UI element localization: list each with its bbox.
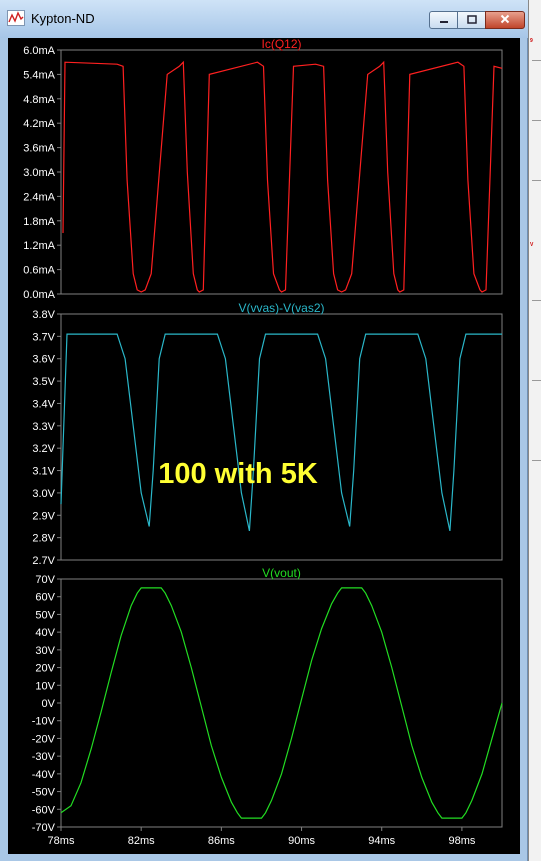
y-tick-label: 60V: [35, 592, 55, 604]
y-tick-label: 0V: [42, 698, 56, 710]
title-bar[interactable]: Kypton-ND: [0, 0, 528, 38]
y-tick-label: 3.3V: [32, 421, 55, 433]
background-window-edge: 9 V: [528, 0, 541, 861]
y-tick-label: 2.4mA: [23, 191, 55, 203]
y-tick-label: 3.0V: [32, 488, 55, 500]
y-tick-label: 30V: [35, 645, 55, 657]
y-tick-label: -70V: [32, 822, 56, 834]
y-tick-label: 10V: [35, 680, 55, 692]
y-tick-label: 4.8mA: [23, 94, 55, 106]
y-tick-label: 3.6V: [32, 354, 55, 366]
y-tick-label: 2.7V: [32, 555, 55, 567]
x-tick-label: 86ms: [208, 835, 235, 847]
y-tick-label: -50V: [32, 787, 56, 799]
y-tick-label: 2.9V: [32, 510, 55, 522]
trace-vvas-vas2[interactable]: [60, 333, 502, 532]
close-button[interactable]: [485, 11, 525, 29]
minimize-icon: [439, 11, 449, 29]
x-tick-label: 82ms: [128, 835, 155, 847]
chart-title-vout: V(vout): [262, 566, 301, 580]
y-tick-label: 0.6mA: [23, 265, 55, 277]
app-window: Kypton-ND Ic(Q12) 0.0mA 0.6mA 1.2mA 1.8mA 2.4…: [0, 0, 528, 861]
waveform-plots[interactable]: Ic(Q12) 0.0mA 0.6mA 1.2mA 1.8mA 2.4mA 3.0mA 3.6…: [8, 37, 520, 854]
chart-title-vvas-vas2: V(vvas)-V(vas2): [238, 301, 324, 315]
chart-title-ic-q12: Ic(Q12): [261, 38, 301, 51]
y-tick-label: 1.8mA: [23, 216, 55, 228]
y-tick-label: 3.8V: [32, 309, 55, 321]
y-tick-label: -30V: [32, 751, 56, 763]
y-tick-label: 50V: [35, 609, 55, 621]
y-tick-label: 5.4mA: [23, 69, 55, 81]
y-tick-label: 3.7V: [32, 331, 55, 343]
y-tick-label: -20V: [32, 733, 56, 745]
window-title: Kypton-ND: [31, 11, 95, 26]
y-tick-label: -40V: [32, 769, 56, 781]
y-tick-label: 1.2mA: [23, 240, 55, 252]
y-tick-label: 3.5V: [32, 376, 55, 388]
y-tick-label: 3.2V: [32, 443, 55, 455]
y-tick-label: 70V: [35, 574, 55, 586]
close-icon: [500, 11, 510, 29]
y-tick-label: 3.1V: [32, 466, 55, 478]
y-tick-label: 20V: [35, 663, 55, 675]
y-tick-label: 2.8V: [32, 533, 55, 545]
trace-vout[interactable]: [60, 587, 503, 819]
y-tick-label: 0.0mA: [23, 289, 55, 301]
y-tick-label: 3.0mA: [23, 167, 55, 179]
maximize-button[interactable]: [457, 11, 486, 29]
x-tick-label: 90ms: [288, 835, 315, 847]
x-tick-label: 94ms: [368, 835, 395, 847]
plot-frame-vvas-vas2: [60, 313, 503, 561]
trace-ic-q12[interactable]: [62, 60, 503, 293]
minimize-button[interactable]: [429, 11, 458, 29]
y-tick-label: -10V: [32, 716, 56, 728]
y-tick-label: 4.2mA: [23, 118, 55, 130]
y-tick-label: 40V: [35, 627, 55, 639]
maximize-icon: [466, 11, 477, 29]
x-tick-label: 98ms: [448, 835, 475, 847]
y-tick-label: 3.4V: [32, 398, 55, 410]
y-tick-label: -60V: [32, 804, 56, 816]
annotation-label: 100 with 5K: [158, 458, 318, 490]
waveform-plot-area[interactable]: Ic(Q12) 0.0mA 0.6mA 1.2mA 1.8mA 2.4mA 3.0mA 3.6…: [8, 37, 520, 854]
waveform-app-icon[interactable]: [7, 10, 25, 26]
y-tick-label: 3.6mA: [23, 143, 55, 155]
y-tick-label: 6.0mA: [23, 45, 55, 57]
x-tick-label: 78ms: [48, 835, 75, 847]
